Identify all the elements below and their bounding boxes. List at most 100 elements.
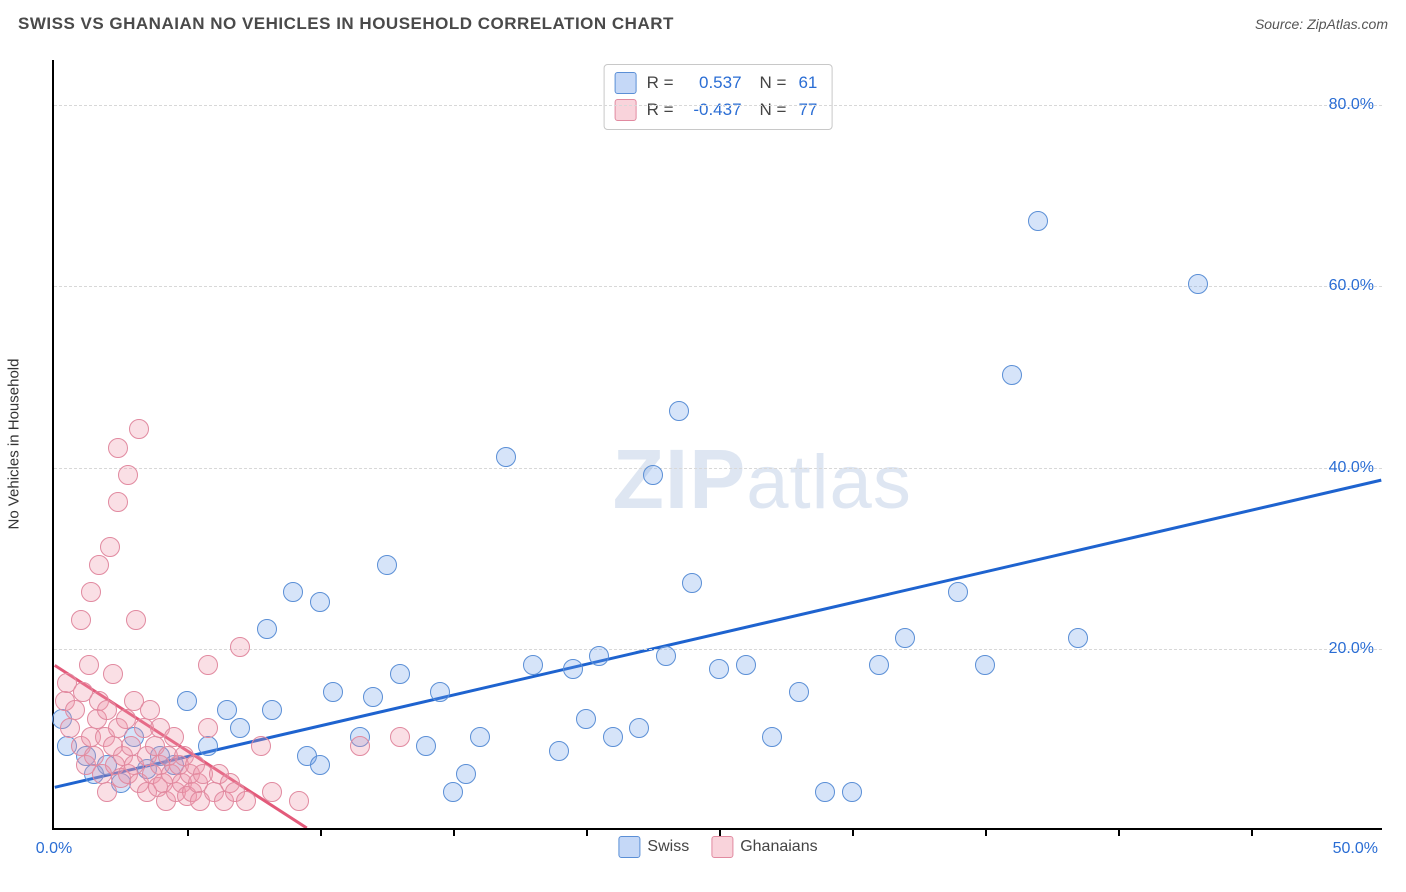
scatter-point <box>89 555 109 575</box>
scatter-point <box>563 659 583 679</box>
scatter-point <box>350 736 370 756</box>
legend-label: Swiss <box>647 838 689 856</box>
r-label: R = <box>647 69 674 96</box>
legend-item: Swiss <box>618 836 689 858</box>
scatter-point <box>108 438 128 458</box>
n-label: N = <box>760 69 787 96</box>
scatter-point <box>71 610 91 630</box>
scatter-point <box>129 419 149 439</box>
chart-source: Source: ZipAtlas.com <box>1255 16 1388 32</box>
scatter-point <box>100 537 120 557</box>
scatter-point <box>842 782 862 802</box>
scatter-point <box>323 682 343 702</box>
scatter-point <box>97 700 117 720</box>
trend-lines <box>54 60 1382 828</box>
scatter-point <box>126 610 146 630</box>
r-value: -0.437 <box>682 96 742 123</box>
scatter-point <box>377 555 397 575</box>
scatter-point <box>177 691 197 711</box>
scatter-point <box>443 782 463 802</box>
gridline <box>54 105 1382 106</box>
scatter-point <box>81 582 101 602</box>
scatter-point <box>975 655 995 675</box>
x-tick <box>852 828 854 836</box>
y-tick-label: 60.0% <box>1329 277 1374 295</box>
gridline <box>54 286 1382 287</box>
scatter-point <box>84 746 104 766</box>
scatter-point <box>456 764 476 784</box>
scatter-point <box>682 573 702 593</box>
scatter-point <box>65 700 85 720</box>
scatter-point <box>198 718 218 738</box>
scatter-point <box>629 718 649 738</box>
scatter-point <box>390 664 410 684</box>
scatter-point <box>789 682 809 702</box>
legend-swatch <box>711 836 733 858</box>
scatter-point <box>103 664 123 684</box>
scatter-point <box>496 447 516 467</box>
legend-item: Ghanaians <box>711 836 817 858</box>
y-tick-label: 80.0% <box>1329 96 1374 114</box>
n-value: 61 <box>798 69 817 96</box>
scatter-point <box>815 782 835 802</box>
scatter-point <box>1068 628 1088 648</box>
scatter-point <box>198 736 218 756</box>
correlation-row: R = 0.537 N = 61 <box>615 69 818 96</box>
x-axis-min-label: 0.0% <box>36 840 72 858</box>
scatter-point <box>576 709 596 729</box>
y-tick-label: 20.0% <box>1329 640 1374 658</box>
scatter-chart: No Vehicles in Household ZIPatlas R =0.5… <box>52 60 1382 830</box>
scatter-point <box>549 741 569 761</box>
x-tick <box>1118 828 1120 836</box>
chart-header: SWISS VS GHANAIAN NO VEHICLES IN HOUSEHO… <box>18 14 1388 34</box>
scatter-point <box>656 646 676 666</box>
scatter-point <box>236 791 256 811</box>
scatter-point <box>116 709 136 729</box>
gridline <box>54 468 1382 469</box>
legend-swatch <box>615 72 637 94</box>
scatter-point <box>262 700 282 720</box>
scatter-point <box>118 465 138 485</box>
scatter-point <box>895 628 915 648</box>
x-axis-max-label: 50.0% <box>1333 840 1378 858</box>
scatter-point <box>603 727 623 747</box>
x-tick <box>719 828 721 836</box>
scatter-point <box>736 655 756 675</box>
correlation-legend: R =0.537N =61R =-0.437N =77 <box>604 64 833 130</box>
r-value: 0.537 <box>682 69 742 96</box>
scatter-point <box>1028 211 1048 231</box>
scatter-point <box>289 791 309 811</box>
y-axis-title: No Vehicles in Household <box>6 359 23 530</box>
scatter-point <box>140 700 160 720</box>
n-label: N = <box>760 96 787 123</box>
y-tick-label: 40.0% <box>1329 459 1374 477</box>
r-label: R = <box>647 96 674 123</box>
scatter-point <box>1188 274 1208 294</box>
series-legend: Swiss Ghanaians <box>618 836 817 858</box>
chart-title: SWISS VS GHANAIAN NO VEHICLES IN HOUSEHO… <box>18 14 674 34</box>
scatter-point <box>164 727 184 747</box>
gridline <box>54 649 1382 650</box>
scatter-point <box>363 687 383 707</box>
scatter-point <box>79 655 99 675</box>
legend-swatch <box>618 836 640 858</box>
scatter-point <box>217 700 237 720</box>
scatter-point <box>310 755 330 775</box>
correlation-row: R =-0.437N =77 <box>615 96 818 123</box>
scatter-point <box>523 655 543 675</box>
x-tick <box>453 828 455 836</box>
x-tick <box>586 828 588 836</box>
scatter-point <box>709 659 729 679</box>
scatter-point <box>108 492 128 512</box>
legend-swatch <box>615 99 637 121</box>
x-tick <box>985 828 987 836</box>
scatter-point <box>310 592 330 612</box>
scatter-point <box>283 582 303 602</box>
scatter-point <box>257 619 277 639</box>
scatter-point <box>262 782 282 802</box>
scatter-point <box>230 718 250 738</box>
scatter-point <box>589 646 609 666</box>
scatter-point <box>948 582 968 602</box>
scatter-point <box>416 736 436 756</box>
scatter-point <box>430 682 450 702</box>
